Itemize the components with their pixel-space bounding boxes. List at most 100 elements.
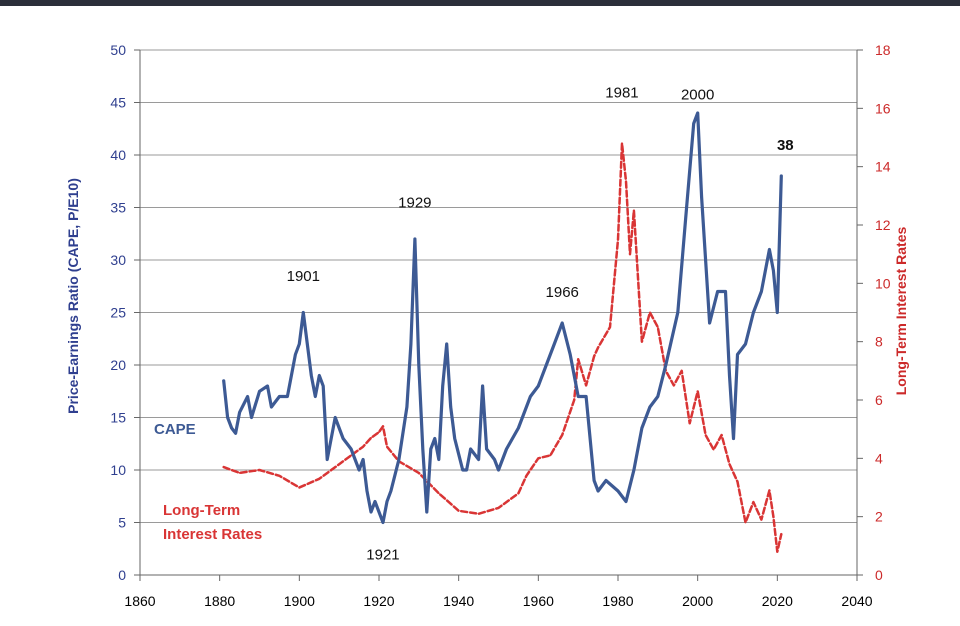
cape-point bbox=[322, 385, 325, 387]
rates-point bbox=[477, 512, 480, 515]
cape-point bbox=[768, 248, 771, 251]
rates-point bbox=[720, 434, 723, 436]
cape-point bbox=[676, 311, 679, 314]
cape-point bbox=[226, 416, 229, 419]
cape-point bbox=[469, 448, 472, 450]
cape-point bbox=[465, 469, 468, 471]
rates-point bbox=[370, 437, 372, 439]
legend-label: CAPE bbox=[154, 421, 196, 438]
cape-point bbox=[270, 406, 273, 408]
cape-point bbox=[648, 406, 651, 408]
cape-point bbox=[593, 479, 595, 482]
right-tick-label: 0 bbox=[875, 567, 883, 583]
cape-point bbox=[724, 290, 727, 293]
rates-point bbox=[609, 326, 611, 328]
left-tick-label: 5 bbox=[118, 515, 126, 531]
axes bbox=[134, 49, 863, 581]
x-tick-label: 1880 bbox=[204, 593, 235, 609]
annotation-2000: 2000 bbox=[681, 86, 714, 103]
cape-point bbox=[477, 458, 480, 461]
cape-point bbox=[625, 500, 627, 503]
series-cape bbox=[222, 111, 783, 525]
cape-point bbox=[692, 122, 695, 125]
rates-point bbox=[648, 311, 651, 314]
cape-point bbox=[585, 395, 588, 398]
cape-point bbox=[664, 364, 667, 366]
rates-point bbox=[629, 253, 631, 256]
cape-point bbox=[390, 490, 392, 492]
cape-point bbox=[358, 469, 360, 471]
right-tick-label: 4 bbox=[875, 450, 883, 466]
cape-point bbox=[732, 437, 735, 440]
cape-point bbox=[597, 490, 599, 492]
annotation-38: 38 bbox=[777, 137, 794, 154]
x-tick-label: 1940 bbox=[443, 593, 474, 609]
cape-point bbox=[366, 490, 368, 492]
rates-point bbox=[549, 454, 552, 457]
right-tick-label: 10 bbox=[875, 275, 891, 291]
rates-point bbox=[621, 142, 623, 145]
rates-point bbox=[776, 550, 779, 553]
rates-point bbox=[688, 422, 691, 425]
cape-point bbox=[708, 322, 711, 324]
right-tick-label: 2 bbox=[875, 509, 883, 525]
cape-point bbox=[425, 511, 428, 513]
grid-lines bbox=[140, 49, 857, 523]
cape-point bbox=[493, 458, 496, 461]
cape-point bbox=[409, 343, 412, 345]
rates-point bbox=[573, 399, 576, 401]
cape-point bbox=[362, 458, 364, 461]
left-tick-label: 15 bbox=[110, 410, 126, 426]
cape-point bbox=[342, 437, 345, 440]
cape-point bbox=[437, 458, 440, 461]
cape-point bbox=[780, 175, 783, 177]
cape-point bbox=[417, 364, 420, 366]
legend-label: Interest Rates bbox=[163, 526, 262, 543]
cape-point bbox=[485, 448, 488, 450]
cape-point bbox=[529, 395, 532, 398]
left-tick-label: 25 bbox=[110, 305, 126, 321]
cape-point bbox=[234, 432, 237, 435]
left-tick-label: 10 bbox=[110, 462, 126, 478]
cape-point bbox=[378, 511, 380, 513]
cape-point bbox=[413, 238, 416, 240]
cape-point bbox=[441, 385, 444, 387]
x-tick-label: 1860 bbox=[124, 593, 155, 609]
rates-point bbox=[517, 492, 520, 495]
annotation-1921: 1921 bbox=[366, 546, 399, 563]
left-tick-label: 45 bbox=[110, 95, 126, 111]
x-tick-label: 1960 bbox=[523, 593, 554, 609]
rates-point bbox=[417, 472, 420, 474]
rates-point bbox=[298, 486, 301, 489]
rates-point bbox=[656, 326, 659, 328]
cape-point bbox=[776, 311, 779, 314]
cape-point bbox=[716, 290, 719, 293]
cape-point bbox=[505, 448, 508, 450]
x-tick-label: 2020 bbox=[762, 593, 793, 609]
annotation-1901: 1901 bbox=[287, 268, 320, 285]
annotations: 1901 1929 1921 1966 1981 2000 38 bbox=[287, 84, 794, 563]
cape-point bbox=[517, 427, 520, 429]
rates-point bbox=[641, 340, 643, 343]
cape-point bbox=[334, 416, 337, 419]
cape-point bbox=[374, 500, 376, 503]
rates-point bbox=[736, 480, 739, 483]
rates-point bbox=[672, 384, 675, 387]
cape-point bbox=[700, 196, 703, 198]
rates-point bbox=[752, 501, 755, 503]
cape-point bbox=[386, 500, 388, 503]
cape-point bbox=[497, 469, 500, 471]
cape-point bbox=[445, 343, 448, 345]
rates-point bbox=[238, 472, 241, 474]
cape-point bbox=[318, 374, 321, 377]
legend-label: Long-Term bbox=[163, 502, 240, 519]
cape-point bbox=[641, 427, 643, 429]
right-tick-label: 6 bbox=[875, 392, 883, 408]
cape-point bbox=[772, 269, 775, 272]
x-tick-label: 2000 bbox=[682, 593, 713, 609]
rates-point bbox=[760, 518, 763, 521]
rates-point bbox=[768, 489, 771, 492]
cape-point bbox=[310, 374, 313, 377]
cape-line bbox=[222, 111, 783, 525]
cape-point bbox=[370, 511, 372, 513]
